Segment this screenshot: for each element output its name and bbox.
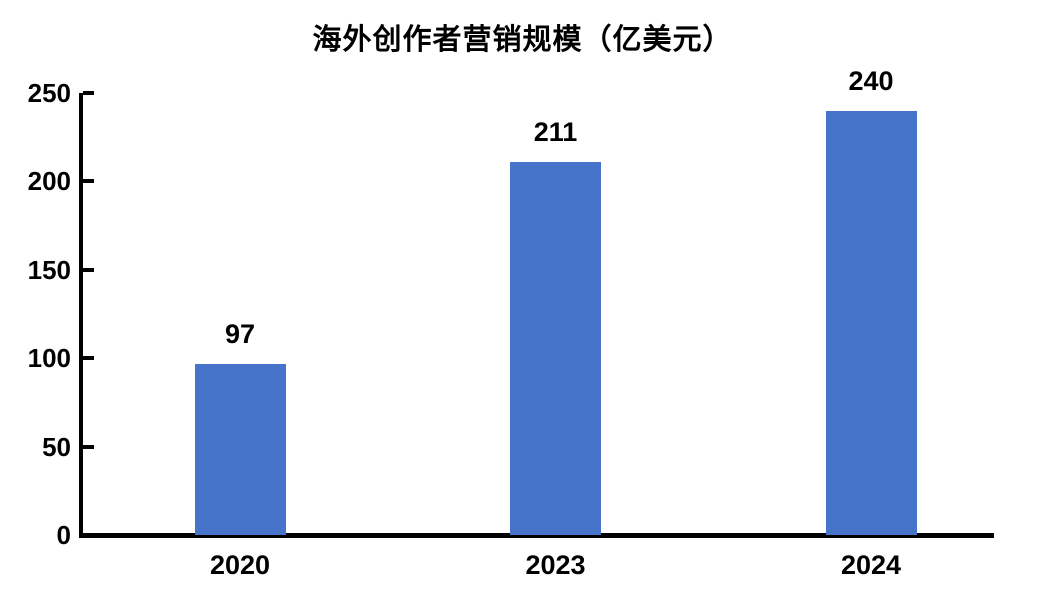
- bar-2020[interactable]: [194, 363, 286, 535]
- bar-value-label: 211: [533, 116, 578, 147]
- bar-2024[interactable]: [825, 110, 917, 535]
- y-axis-line: [79, 93, 83, 537]
- bar-value-label: 240: [848, 65, 894, 96]
- x-axis-category-label: 2023: [525, 550, 586, 580]
- y-axis-tick: [83, 356, 94, 361]
- y-axis-tick: [83, 179, 94, 184]
- y-axis-tick-label: 200: [27, 166, 71, 197]
- y-axis-tick: [83, 444, 94, 449]
- x-axis-category-label: 2024: [840, 550, 902, 580]
- bar-value-label: 97: [224, 318, 256, 349]
- x-axis-category-label: 2020: [209, 550, 271, 580]
- bar-2023[interactable]: [510, 161, 601, 535]
- y-axis-tick-label: 50: [42, 431, 71, 462]
- y-axis-tick-label: 150: [27, 254, 71, 285]
- y-axis-tick: [83, 91, 94, 95]
- chart-title: 海外创作者营销规模（亿美元）: [312, 24, 733, 56]
- y-axis-tick: [83, 267, 94, 272]
- x-axis-line: [79, 533, 994, 538]
- y-axis-tick-label: 0: [56, 520, 71, 550]
- y-axis-tick-label: 250: [27, 78, 71, 108]
- y-axis-tick-label: 100: [27, 343, 71, 374]
